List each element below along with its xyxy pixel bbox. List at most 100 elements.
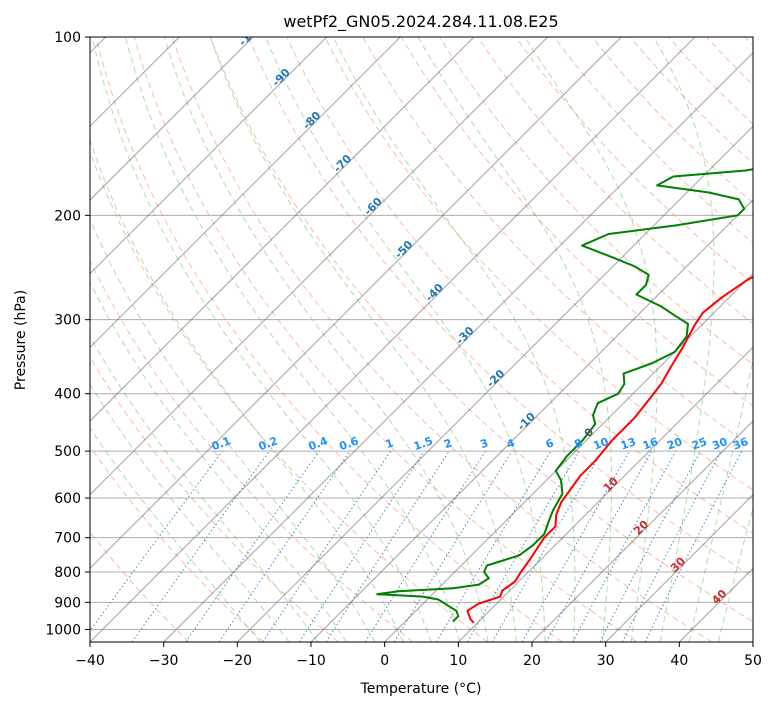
x-tick-label: 0 [380, 653, 389, 669]
isotherm-line [605, 493, 753, 642]
isotherm-label: -30 [453, 324, 476, 347]
mixing-ratio-label: 4 [505, 436, 517, 451]
mixing-ratio-label: 0.1 [210, 434, 233, 453]
line-labels: -100-90-80-70-60-50-40-30-20-10 010203040… [210, 20, 750, 607]
isotherm-label: -90 [270, 66, 293, 89]
mixing-ratio-line [90, 450, 223, 632]
data-series [376, 168, 753, 624]
isotherm-label: -100 [236, 20, 265, 49]
y-tick-label: 200 [54, 208, 81, 224]
dry-adiabat-line [248, 37, 753, 578]
isotherm-label: -40 [423, 281, 446, 304]
plot-frame [89, 36, 754, 643]
isotherm-line [531, 420, 753, 642]
moist-adiabat-line [90, 427, 261, 642]
mixing-ratio-line [131, 450, 270, 642]
x-axis: −40 −30 −20 −10 0 10 20 30 40 50 [75, 642, 762, 669]
dry-adiabat-line [95, 37, 563, 642]
mixing-ratio-label: 16 [641, 435, 660, 453]
dry-adiabat-line [744, 37, 753, 47]
moist-adiabat-line [90, 217, 376, 642]
moist-adiabat-line [125, 37, 461, 642]
isotherm-line [90, 37, 696, 642]
moist-adiabat-line [90, 281, 347, 642]
isotherm-line [90, 37, 328, 275]
y-tick-label: 700 [54, 531, 81, 547]
mixing-ratio-label: 25 [690, 435, 709, 452]
y-tick-label: 500 [54, 444, 81, 460]
x-tick-label: −10 [296, 653, 326, 669]
dry-adiabat-line [171, 37, 712, 642]
y-tick-label: 900 [54, 595, 81, 611]
background-lines [90, 37, 753, 642]
skewed-isotherms [90, 37, 753, 642]
mixing-ratio-label: 0.6 [338, 434, 361, 453]
x-tick-label: −30 [149, 653, 179, 669]
temperature-line [466, 275, 753, 624]
dry-adiabat-line [90, 259, 414, 642]
mixing-ratio-label: 8 [572, 436, 584, 451]
moist-adiabat-line [163, 37, 489, 642]
dewpoint-line [376, 168, 753, 623]
moist-adiabat-line [90, 335, 319, 642]
isotherm-label: -80 [300, 109, 323, 132]
mixing-ratio-line [644, 450, 743, 642]
moist-adiabat-line [688, 358, 753, 642]
moist-adiabat-line [90, 138, 404, 642]
isotherm-line [90, 37, 549, 496]
mixing-ratio-label: 10 [592, 435, 611, 453]
x-tick-label: 30 [597, 653, 615, 669]
dry-adiabat-line [706, 37, 753, 86]
dry-adiabat-line [90, 356, 339, 642]
moist-adiabat-line [265, 37, 546, 642]
mixing-ratio-label: 2 [442, 436, 454, 451]
isotherm-line [90, 37, 401, 349]
dry-adiabat-line [210, 37, 753, 623]
isotherm-label: -10 [515, 410, 538, 433]
x-tick-label: −20 [223, 653, 253, 669]
mixing-ratio-line [545, 450, 653, 642]
mixing-ratio-line [262, 450, 392, 642]
isotherm-line [678, 567, 753, 642]
isotherm-line [384, 272, 753, 642]
x-tick-label: 10 [449, 653, 467, 669]
y-tick-label: 400 [54, 387, 81, 403]
isotherm-line [236, 125, 753, 642]
mixing-ratio-label: 0.4 [307, 434, 330, 453]
isotherm-line [90, 37, 622, 570]
moist-adiabat-line [91, 37, 432, 642]
x-tick-label: −40 [75, 653, 105, 669]
x-tick-label: 20 [523, 653, 541, 669]
isotherm-line [752, 641, 753, 642]
mixing-ratio-label: 1 [384, 436, 396, 451]
mixing-ratio-line [325, 450, 450, 642]
y-axis: 1000 900 800 700 600 500 400 300 200 100 [45, 30, 90, 638]
mixing-ratio-line [298, 450, 425, 642]
mixing-ratio-line [393, 450, 513, 642]
mixing-ratio-label: 3 [478, 436, 490, 451]
moist-adiabat-line [653, 37, 715, 642]
moist-adiabat-line [90, 383, 290, 642]
mixing-ratio-line [435, 450, 552, 642]
dry-adiabat-line [286, 37, 753, 534]
dry-adiabat-line [477, 37, 753, 325]
isotherm-label: 20 [631, 517, 651, 537]
isotherm-line [90, 37, 254, 201]
mixing-ratio-line [521, 450, 630, 642]
mixing-ratio-label: 6 [544, 436, 556, 451]
y-tick-label: 800 [54, 565, 81, 581]
moist-adiabat-line [417, 37, 612, 642]
x-tick-label: 50 [744, 653, 762, 669]
isotherm-line [90, 37, 475, 422]
mixing-ratio-line [572, 450, 677, 642]
isotherm-line [457, 346, 753, 642]
isotherm-line [310, 199, 753, 642]
dry-adiabat-line [90, 150, 488, 642]
isotherm-label: 10 [601, 474, 621, 494]
moist-adiabat-line [524, 37, 658, 642]
mixing-ratio-label: 0.2 [257, 434, 280, 453]
y-tick-label: 1000 [45, 622, 81, 638]
chart-title: wetPf2_GN05.2024.284.11.08.E25 [283, 12, 558, 32]
x-axis-label: Temperature (°C) [360, 681, 482, 697]
